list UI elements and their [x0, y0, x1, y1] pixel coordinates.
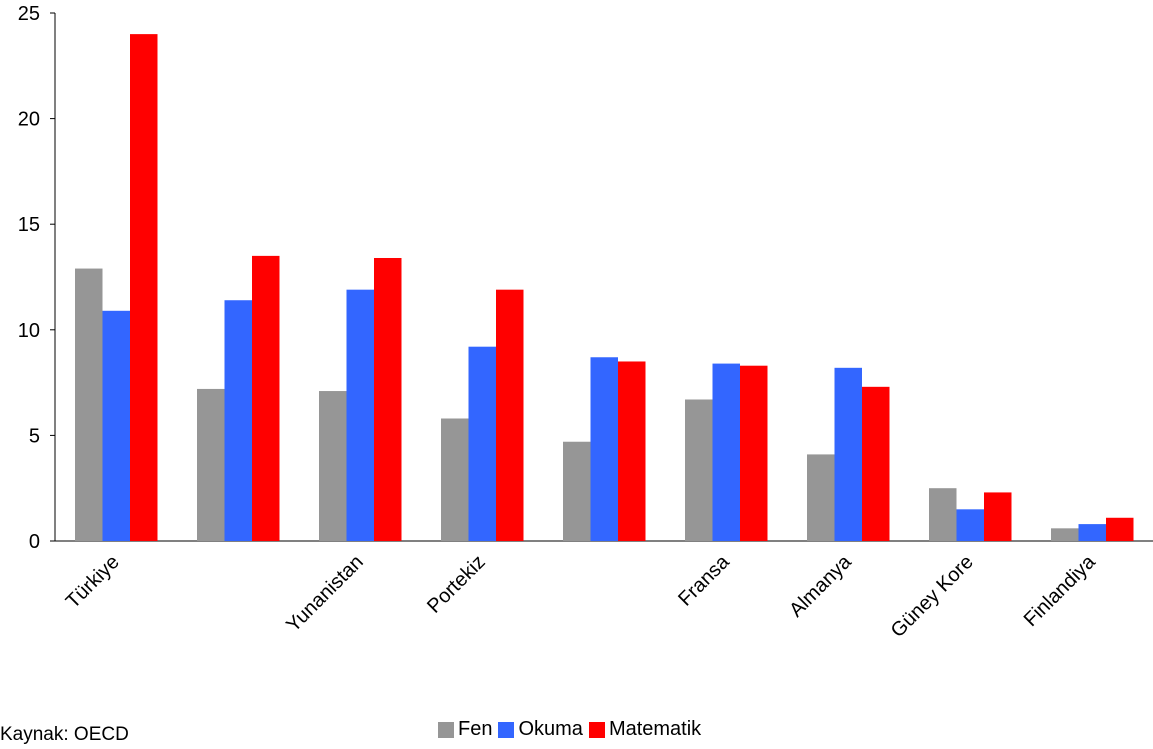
legend-swatch-okuma [498, 721, 515, 738]
bar-matematik [374, 257, 402, 541]
legend-label-matematik: Matematik [608, 718, 702, 740]
x-tick-label: Güney Kore [887, 551, 978, 642]
y-tick-label: 25 [18, 3, 40, 25]
bar-fen [75, 268, 103, 541]
legend-swatch-fen [438, 721, 454, 738]
bar-okuma [590, 357, 618, 541]
bar-matematik [1106, 517, 1134, 541]
bar-okuma [224, 300, 252, 541]
bar-matematik [984, 492, 1012, 541]
legend-swatch-matematik [588, 721, 605, 738]
bar-okuma [1078, 524, 1106, 541]
bar-fen [929, 488, 957, 541]
x-tick-label: Fransa [674, 550, 734, 610]
bar-matematik [618, 361, 646, 541]
bar-fen [319, 391, 347, 541]
y-tick-label: 10 [18, 320, 40, 342]
bar-fen [807, 454, 835, 541]
y-tick-label: 5 [29, 425, 40, 447]
y-tick-label: 0 [29, 531, 40, 553]
legend-item-fen: Fen [438, 718, 492, 741]
bar-fen [563, 441, 591, 541]
legend-item-matematik: Matematik [588, 718, 702, 741]
bar-matematik [496, 289, 524, 541]
bar-okuma [712, 363, 740, 541]
x-tick-label: Almanya [785, 550, 856, 621]
x-tick-label: Türkiye [62, 551, 124, 613]
bar-matematik [130, 34, 158, 542]
source-note: Kaynak: OECD [0, 724, 129, 745]
bar-okuma [834, 367, 862, 541]
bar-fen [441, 418, 469, 541]
y-tick-label: 15 [18, 214, 40, 236]
bar-okuma [102, 310, 130, 541]
legend-label-fen: Fen [458, 718, 493, 740]
bar-matematik [740, 365, 768, 541]
bar-fen [197, 388, 225, 541]
bar-okuma [468, 346, 496, 541]
bar-fen [685, 399, 713, 541]
legend: Fen Okuma Matematik [438, 718, 707, 741]
y-tick-label: 20 [18, 109, 40, 131]
bar-matematik [252, 255, 280, 541]
x-tick-label: Finlandiya [1020, 550, 1101, 631]
x-axis-labels: Türkiye Yunanistan Portekiz Fransa Almanya Gü… [62, 550, 1101, 642]
bar-okuma [346, 289, 374, 541]
bar-matematik [862, 386, 890, 541]
legend-label-okuma: Okuma [518, 718, 583, 740]
x-tick-label: Yunanistan [282, 551, 368, 637]
x-tick-label: Portekiz [423, 551, 490, 618]
bar-okuma [956, 509, 984, 541]
legend-item-okuma: Okuma [498, 718, 583, 741]
bar-fen [1051, 528, 1079, 541]
bars-group [75, 34, 1134, 542]
